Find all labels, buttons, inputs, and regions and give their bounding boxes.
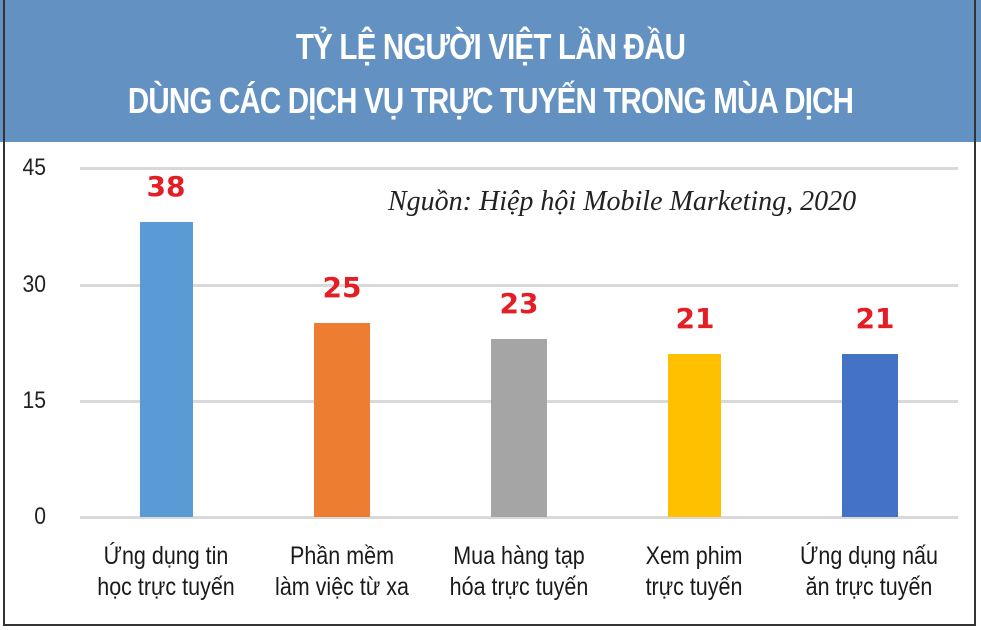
gridline-45 [80, 167, 958, 170]
category-label-5: Ứng dụng nấu ăn trực tuyến [792, 541, 947, 603]
category-label-3-line-2: hóa trực tuyến [449, 573, 589, 601]
value-label-1: 38 [146, 170, 186, 203]
chart-title-line-1: TỶ LỆ NGƯỜI VIỆT LẦN ĐẦU [295, 26, 686, 67]
y-tick-0: 0 [34, 503, 46, 530]
source-note: Nguồn: Hiệp hội Mobile Marketing, 2020 [388, 186, 857, 217]
bar-online-movies [668, 354, 721, 517]
chart-frame [3, 0, 976, 626]
bar-online-cooking [842, 354, 898, 517]
y-tick-45: 45 [22, 154, 46, 181]
category-label-1-line-1: Ứng dụng tin [103, 542, 229, 570]
gridline-0 [80, 516, 958, 519]
category-label-5-line-1: Ứng dụng nấu [800, 542, 938, 570]
category-label-1: Ứng dụng tin học trực tuyến [89, 541, 244, 603]
title-banner: TỶ LỆ NGƯỜI VIỆT LẦN ĐẦU DÙNG CÁC DỊCH V… [0, 0, 981, 142]
value-label-2: 25 [322, 271, 362, 304]
bar-online-learning [140, 222, 193, 517]
gridline-30 [80, 284, 958, 287]
y-tick-30: 30 [22, 271, 46, 298]
category-label-2-line-2: làm việc từ xa [275, 573, 409, 601]
category-label-5-line-2: ăn trực tuyến [805, 573, 933, 601]
value-label-5: 21 [855, 302, 895, 335]
bar-online-grocery [491, 339, 547, 517]
category-label-4-line-2: trực tuyến [645, 573, 743, 601]
category-label-3-line-1: Mua hàng tạp [453, 542, 585, 570]
y-tick-15: 15 [22, 387, 46, 414]
chart-title-line-2: DÙNG CÁC DỊCH VỤ TRỰC TUYẾN TRONG MÙA DỊ… [127, 80, 854, 121]
bar-remote-work [314, 323, 370, 517]
category-label-4-line-1: Xem phim [645, 542, 743, 570]
category-label-2-line-1: Phần mềm [290, 542, 394, 570]
category-label-4: Xem phim trực tuyến [617, 541, 772, 603]
value-label-3: 23 [499, 287, 539, 320]
category-label-2: Phần mềm làm việc từ xa [265, 541, 420, 603]
category-label-1-line-2: học trực tuyến [97, 573, 235, 601]
value-label-4: 21 [675, 302, 715, 335]
category-label-3: Mua hàng tạp hóa trực tuyến [442, 541, 597, 603]
